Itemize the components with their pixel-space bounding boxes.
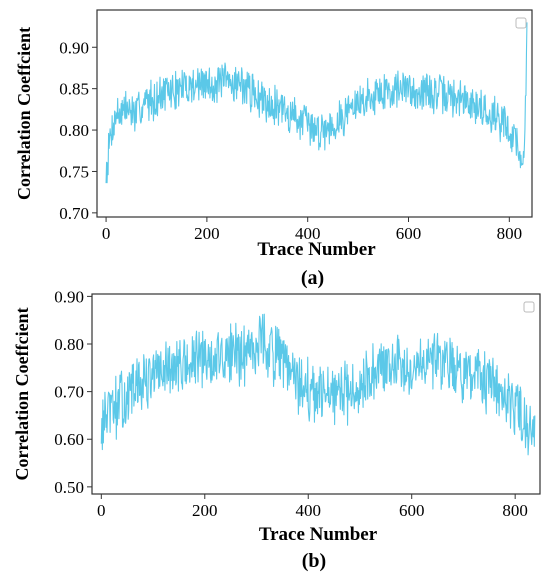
x-tick-label: 600 [396, 224, 422, 243]
y-tick-label: 0.70 [59, 204, 89, 223]
y-tick-label: 0.60 [54, 430, 84, 449]
y-tick-label: 0.90 [54, 287, 84, 306]
x-tick-label: 0 [97, 501, 106, 520]
y-tick-label: 0.85 [59, 80, 89, 99]
data-line-series [100, 313, 536, 456]
plot-area-frame [96, 9, 533, 218]
x-axis-label: Trace Number [259, 524, 378, 545]
legend-box [523, 301, 535, 313]
x-tick-label: 800 [497, 224, 523, 243]
x-tick-label: 600 [399, 501, 425, 520]
y-tick-label: 0.75 [59, 162, 89, 181]
y-axis-label: Correlation Coeffcient [12, 307, 32, 480]
chart-panel-1: 0 200 400 600 800 0.70 0.75 0.80 0.85 0.90 Trace N… [14, 9, 533, 289]
y-tick-label: 0.90 [59, 38, 89, 57]
y-tick-label: 0.50 [54, 478, 84, 497]
data-line-series [105, 22, 528, 184]
legend-box [515, 17, 527, 29]
x-tick-label: 200 [194, 224, 220, 243]
panel-label: (b) [302, 550, 326, 572]
y-tick-label: 0.70 [54, 383, 84, 402]
plot-area-frame [91, 293, 541, 495]
chart-panel-2: 0 200 400 600 800 0.50 0.60 0.70 0.80 0.90 Trace N… [12, 287, 541, 572]
y-tick-label: 0.80 [59, 121, 89, 140]
panel-label: (a) [301, 267, 324, 289]
x-tick-label: 200 [192, 501, 218, 520]
y-tick-label: 0.80 [54, 335, 84, 354]
x-tick-label: 400 [295, 224, 321, 243]
x-axis-label: Trace Number [257, 239, 376, 260]
x-tick-label: 400 [295, 501, 321, 520]
x-tick-label: 800 [502, 501, 528, 520]
x-tick-label: 0 [102, 224, 111, 243]
y-axis-label: Correlation Coeffcient [14, 27, 34, 200]
